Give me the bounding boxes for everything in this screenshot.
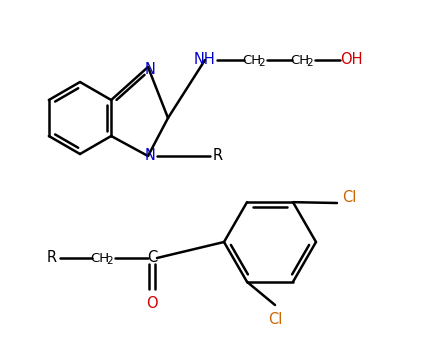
Text: 2: 2 <box>258 58 265 68</box>
Text: Cl: Cl <box>341 191 355 205</box>
Text: 2: 2 <box>106 256 113 266</box>
Text: CH: CH <box>242 54 261 66</box>
Text: O: O <box>146 295 158 311</box>
Text: CH: CH <box>290 54 309 66</box>
Text: 2: 2 <box>306 58 313 68</box>
Text: N: N <box>144 61 155 77</box>
Text: Cl: Cl <box>267 311 282 327</box>
Text: NH: NH <box>194 53 216 67</box>
Text: C: C <box>147 251 157 265</box>
Text: R: R <box>213 149 222 163</box>
Text: OH: OH <box>339 53 361 67</box>
Text: R: R <box>47 251 57 265</box>
Text: N: N <box>144 148 155 162</box>
Text: CH: CH <box>90 251 109 264</box>
